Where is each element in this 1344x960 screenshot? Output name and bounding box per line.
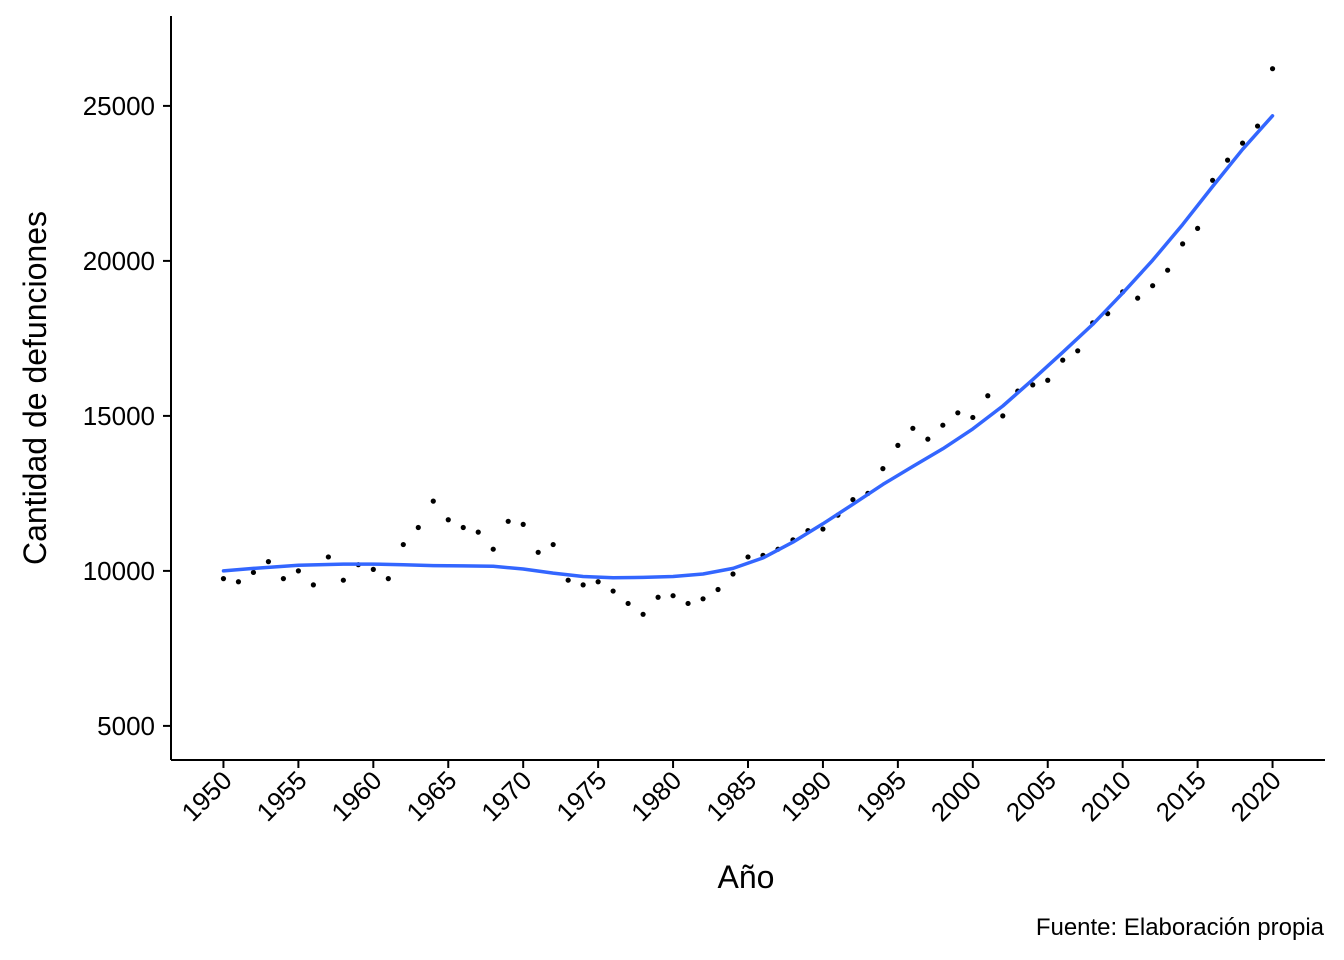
data-point (745, 554, 751, 560)
data-point (445, 517, 451, 523)
y-tick-label: 20000 (83, 246, 155, 276)
data-point (820, 526, 826, 532)
x-tick-label: 1960 (325, 765, 387, 827)
axes: 5000 10000 15000 20000 25000 1950 1955 1960 196… (83, 16, 1325, 827)
data-point (1254, 123, 1261, 129)
data-point (700, 596, 706, 602)
data-point (280, 576, 287, 582)
data-point (1209, 177, 1216, 183)
data-point (265, 559, 272, 565)
x-tick-label: 1985 (700, 765, 762, 827)
x-axis-title: Año (718, 859, 775, 895)
data-point (610, 588, 616, 594)
y-tick-label: 15000 (83, 401, 155, 431)
data-point (1000, 413, 1006, 419)
data-point (565, 577, 571, 583)
data-point (370, 566, 376, 572)
x-tick-label: 2010 (1075, 765, 1137, 827)
data-point (1180, 241, 1186, 247)
data-point (1224, 157, 1231, 163)
data-point (1239, 140, 1246, 146)
x-tick-label: 1965 (400, 765, 462, 827)
data-point (1269, 66, 1276, 72)
data-point (1030, 382, 1036, 388)
x-tick-label: 2000 (925, 765, 987, 827)
x-tick-label: 1955 (251, 765, 313, 827)
data-point (385, 576, 391, 582)
x-tick-label: 1950 (176, 765, 238, 827)
x-tick-label: 2015 (1150, 765, 1212, 827)
data-point (220, 576, 227, 582)
x-tick-label: 1990 (775, 765, 837, 827)
data-point (295, 568, 301, 574)
data-point (1135, 295, 1141, 301)
y-tick-label: 10000 (83, 556, 155, 586)
data-point (340, 577, 346, 583)
data-point (505, 518, 511, 524)
data-point (415, 524, 421, 531)
data-point (430, 498, 436, 504)
data-point (1150, 283, 1156, 289)
data-point (475, 529, 481, 535)
data-point (640, 611, 646, 617)
data-point (985, 393, 991, 399)
data-points (220, 66, 1276, 617)
source-caption: Fuente: Elaboración propia (1036, 914, 1325, 941)
data-point (625, 600, 631, 607)
y-ticks: 5000 10000 15000 20000 25000 (83, 91, 171, 741)
data-point (1045, 377, 1051, 383)
y-tick-label: 25000 (83, 91, 155, 121)
data-point (850, 497, 856, 503)
x-tick-label: 2020 (1225, 765, 1287, 827)
data-point (310, 582, 316, 588)
data-point (910, 425, 916, 431)
data-point (1195, 225, 1201, 231)
data-point (580, 582, 586, 588)
data-point (1060, 357, 1066, 363)
x-tick-label: 1980 (625, 765, 687, 827)
data-point (685, 600, 691, 607)
data-point (460, 524, 466, 531)
x-tick-label: 1975 (550, 765, 612, 827)
data-point (535, 549, 541, 555)
data-point (235, 579, 242, 585)
data-point (715, 586, 721, 593)
trend-line (221, 114, 1275, 580)
x-tick-label: 1995 (850, 765, 912, 827)
data-point (880, 466, 886, 472)
data-point (670, 593, 676, 599)
y-tick-label: 5000 (97, 711, 155, 741)
x-ticks: 1950 1955 1960 1965 1970 1975 1980 1985 1990 1995… (176, 760, 1287, 827)
data-point (730, 571, 736, 577)
x-tick-label: 1970 (475, 765, 537, 827)
data-point (595, 579, 601, 585)
x-tick-label: 2005 (1000, 765, 1062, 827)
data-point (250, 569, 257, 576)
data-point (655, 594, 661, 600)
data-point (520, 521, 526, 528)
y-axis-title: Cantidad de defunciones (17, 211, 53, 565)
data-point (1165, 267, 1171, 273)
data-point (895, 442, 901, 448)
data-point (925, 436, 931, 442)
data-point (940, 422, 946, 428)
data-point (955, 410, 961, 416)
data-point (400, 541, 406, 548)
data-point (550, 541, 556, 548)
data-point (325, 554, 331, 560)
data-point (1075, 348, 1081, 354)
data-point (970, 414, 976, 421)
data-point (490, 546, 496, 552)
